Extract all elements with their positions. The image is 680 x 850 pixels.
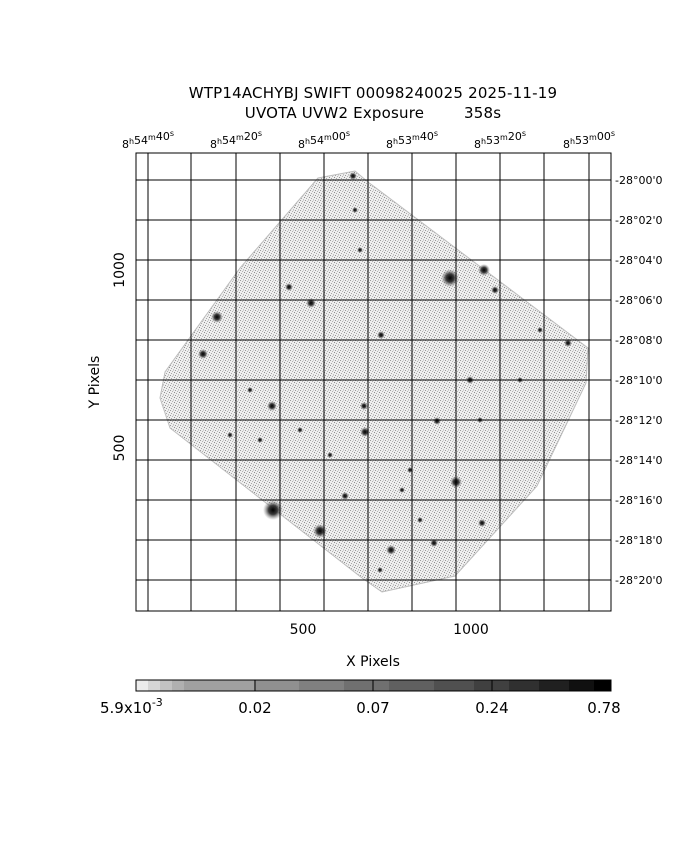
exposure-subtitle: UVOTA UVW2 Exposure 358s [0, 104, 680, 122]
colorbar-label: 0.24 [475, 699, 508, 717]
star-source [349, 172, 357, 180]
x-tick-label: 1000 [453, 622, 489, 638]
star-source [211, 311, 223, 323]
colorbar-label: 0.02 [238, 699, 271, 717]
exposure-footprint [159, 170, 589, 593]
image-title: WTP14ACHYBJ SWIFT 00098240025 2025-11-19 [188, 84, 558, 102]
colorbar-step [389, 680, 434, 691]
star-source [433, 417, 441, 425]
coordinate-grid [136, 153, 611, 611]
dec-label: -28°12'0 [615, 414, 663, 427]
star-source [198, 349, 208, 359]
star-source [227, 432, 233, 438]
exposure-value: 358s [463, 104, 502, 122]
x-axis-label: X Pixels [346, 654, 400, 670]
dec-label: -28°00'0 [615, 174, 663, 187]
colorbar-step [136, 680, 148, 691]
star-source [257, 437, 263, 443]
y-tick-label: 500 [112, 435, 128, 462]
colorbar-step [539, 680, 569, 691]
star-source [357, 247, 363, 253]
star-source [377, 567, 383, 573]
star-source [430, 539, 438, 547]
star-source [263, 500, 283, 520]
star-source [491, 286, 499, 294]
star-source [417, 517, 423, 523]
colorbar-step [254, 680, 299, 691]
colorbar-step [172, 680, 184, 691]
star-source [247, 387, 253, 393]
ra-label: 8h53m20s [474, 129, 526, 151]
dec-label: -28°14'0 [615, 454, 663, 467]
ra-label: 8h54m20s [210, 129, 262, 151]
dec-label: -28°04'0 [615, 254, 663, 267]
star-source [360, 402, 368, 410]
colorbar-step [160, 680, 172, 691]
dec-label: -28°16'0 [615, 494, 663, 507]
colorbar-step [509, 680, 539, 691]
colorbar-step [569, 680, 594, 691]
colorbar-step [214, 680, 254, 691]
star-source [285, 283, 293, 291]
star-source [399, 487, 405, 493]
colorbar-step [184, 680, 214, 691]
colorbar-label: 0.78 [587, 699, 620, 717]
dec-label: -28°02'0 [615, 214, 663, 227]
star-source [341, 492, 349, 500]
star-source [377, 331, 385, 339]
ra-label: 8h54m40s [122, 129, 174, 151]
dec-label: -28°20'0 [615, 574, 663, 587]
star-source [478, 264, 490, 276]
dec-label: -28°10'0 [615, 374, 663, 387]
colorbar-label: 0.07 [356, 699, 389, 717]
ra-label: 8h53m00s [563, 129, 615, 151]
star-source [564, 339, 572, 347]
colorbar-step [594, 680, 611, 691]
star-source [386, 545, 396, 555]
y-tick-label: 1000 [112, 252, 128, 288]
star-source [297, 427, 303, 433]
dec-label: -28°06'0 [615, 294, 663, 307]
dec-labels: -28°00'0 -28°02'0 -28°04'0 -28°06'0 -28°08'0… [615, 174, 663, 587]
y-axis-label: Y Pixels [87, 356, 103, 410]
star-source [537, 327, 543, 333]
plot-frame [135, 152, 612, 612]
star-source [441, 269, 459, 287]
colorbar-step [148, 680, 160, 691]
colorbar: 5.9x10-3 0.02 0.07 0.24 0.78 [100, 679, 621, 717]
colorbar-step [434, 680, 474, 691]
star-source [327, 452, 333, 458]
x-tick-label: 500 [290, 622, 317, 638]
colorbar-step [299, 680, 344, 691]
dec-label: -28°18'0 [615, 534, 663, 547]
ra-label: 8h54m00s [298, 129, 350, 151]
colorbar-step [344, 680, 389, 691]
exposure-label: UVOTA UVW2 Exposure [244, 104, 425, 122]
star-source [267, 401, 277, 411]
colorbar-min-label: 5.9x10-3 [100, 696, 163, 717]
dec-label: -28°08'0 [615, 334, 663, 347]
star-source [478, 519, 486, 527]
ra-label: 8h53m40s [386, 129, 438, 151]
star-source [313, 524, 327, 538]
ra-labels: 8h54m40s 8h54m20s 8h54m00s 8h53m40s 8h53m20s… [122, 129, 615, 151]
star-source [352, 207, 358, 213]
